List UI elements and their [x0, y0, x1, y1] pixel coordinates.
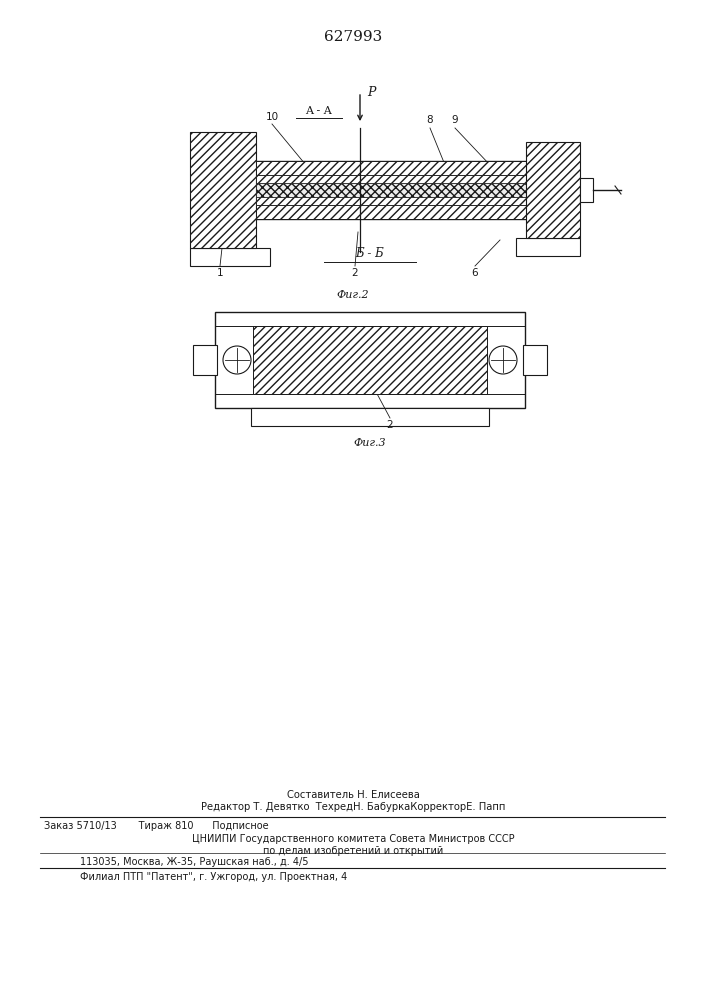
- Text: Фиг.3: Фиг.3: [354, 438, 386, 448]
- Text: 6: 6: [472, 268, 479, 278]
- Text: 2: 2: [387, 420, 393, 430]
- Bar: [526, 142, 580, 238]
- Bar: [256, 161, 526, 175]
- Text: 9: 9: [452, 115, 458, 125]
- Bar: [193, 345, 217, 375]
- Text: 2: 2: [351, 268, 358, 278]
- Bar: [516, 238, 580, 256]
- Bar: [190, 132, 256, 248]
- Bar: [523, 345, 547, 375]
- Text: 1: 1: [216, 268, 223, 278]
- Text: Б - Б: Б - Б: [356, 247, 385, 260]
- Text: по делам изобретений и открытий: по делам изобретений и открытий: [263, 846, 443, 856]
- Text: Фиг.2: Фиг.2: [337, 290, 369, 300]
- Text: 10: 10: [265, 112, 279, 122]
- Text: Редактор Т. Девятко  ТехредН. БабуркаКорректорЕ. Папп: Редактор Т. Девятко ТехредН. БабуркаКорр…: [201, 802, 506, 812]
- Text: 627993: 627993: [324, 30, 382, 44]
- Bar: [256, 161, 526, 219]
- Text: A - A: A - A: [305, 106, 332, 116]
- Bar: [256, 205, 526, 219]
- Bar: [256, 175, 526, 183]
- Bar: [215, 312, 525, 408]
- Text: 113035, Москва, Ж-35, Раушская наб., д. 4/5: 113035, Москва, Ж-35, Раушская наб., д. …: [80, 857, 308, 867]
- Bar: [253, 326, 487, 394]
- Text: Заказ 5710/13       Тираж 810      Подписное: Заказ 5710/13 Тираж 810 Подписное: [44, 821, 269, 831]
- Bar: [256, 197, 526, 205]
- Text: ЦНИИПИ Государственного комитета Совета Министров СССР: ЦНИИПИ Государственного комитета Совета …: [192, 834, 514, 844]
- Bar: [580, 178, 593, 202]
- Bar: [251, 408, 489, 426]
- Text: P: P: [367, 86, 375, 99]
- Bar: [190, 248, 270, 266]
- Text: Составитель Н. Елисеева: Составитель Н. Елисеева: [286, 790, 419, 800]
- Bar: [256, 183, 526, 197]
- Text: Филиал ПТП "Патент", г. Ужгород, ул. Проектная, 4: Филиал ПТП "Патент", г. Ужгород, ул. Про…: [80, 872, 347, 882]
- Text: 8: 8: [427, 115, 433, 125]
